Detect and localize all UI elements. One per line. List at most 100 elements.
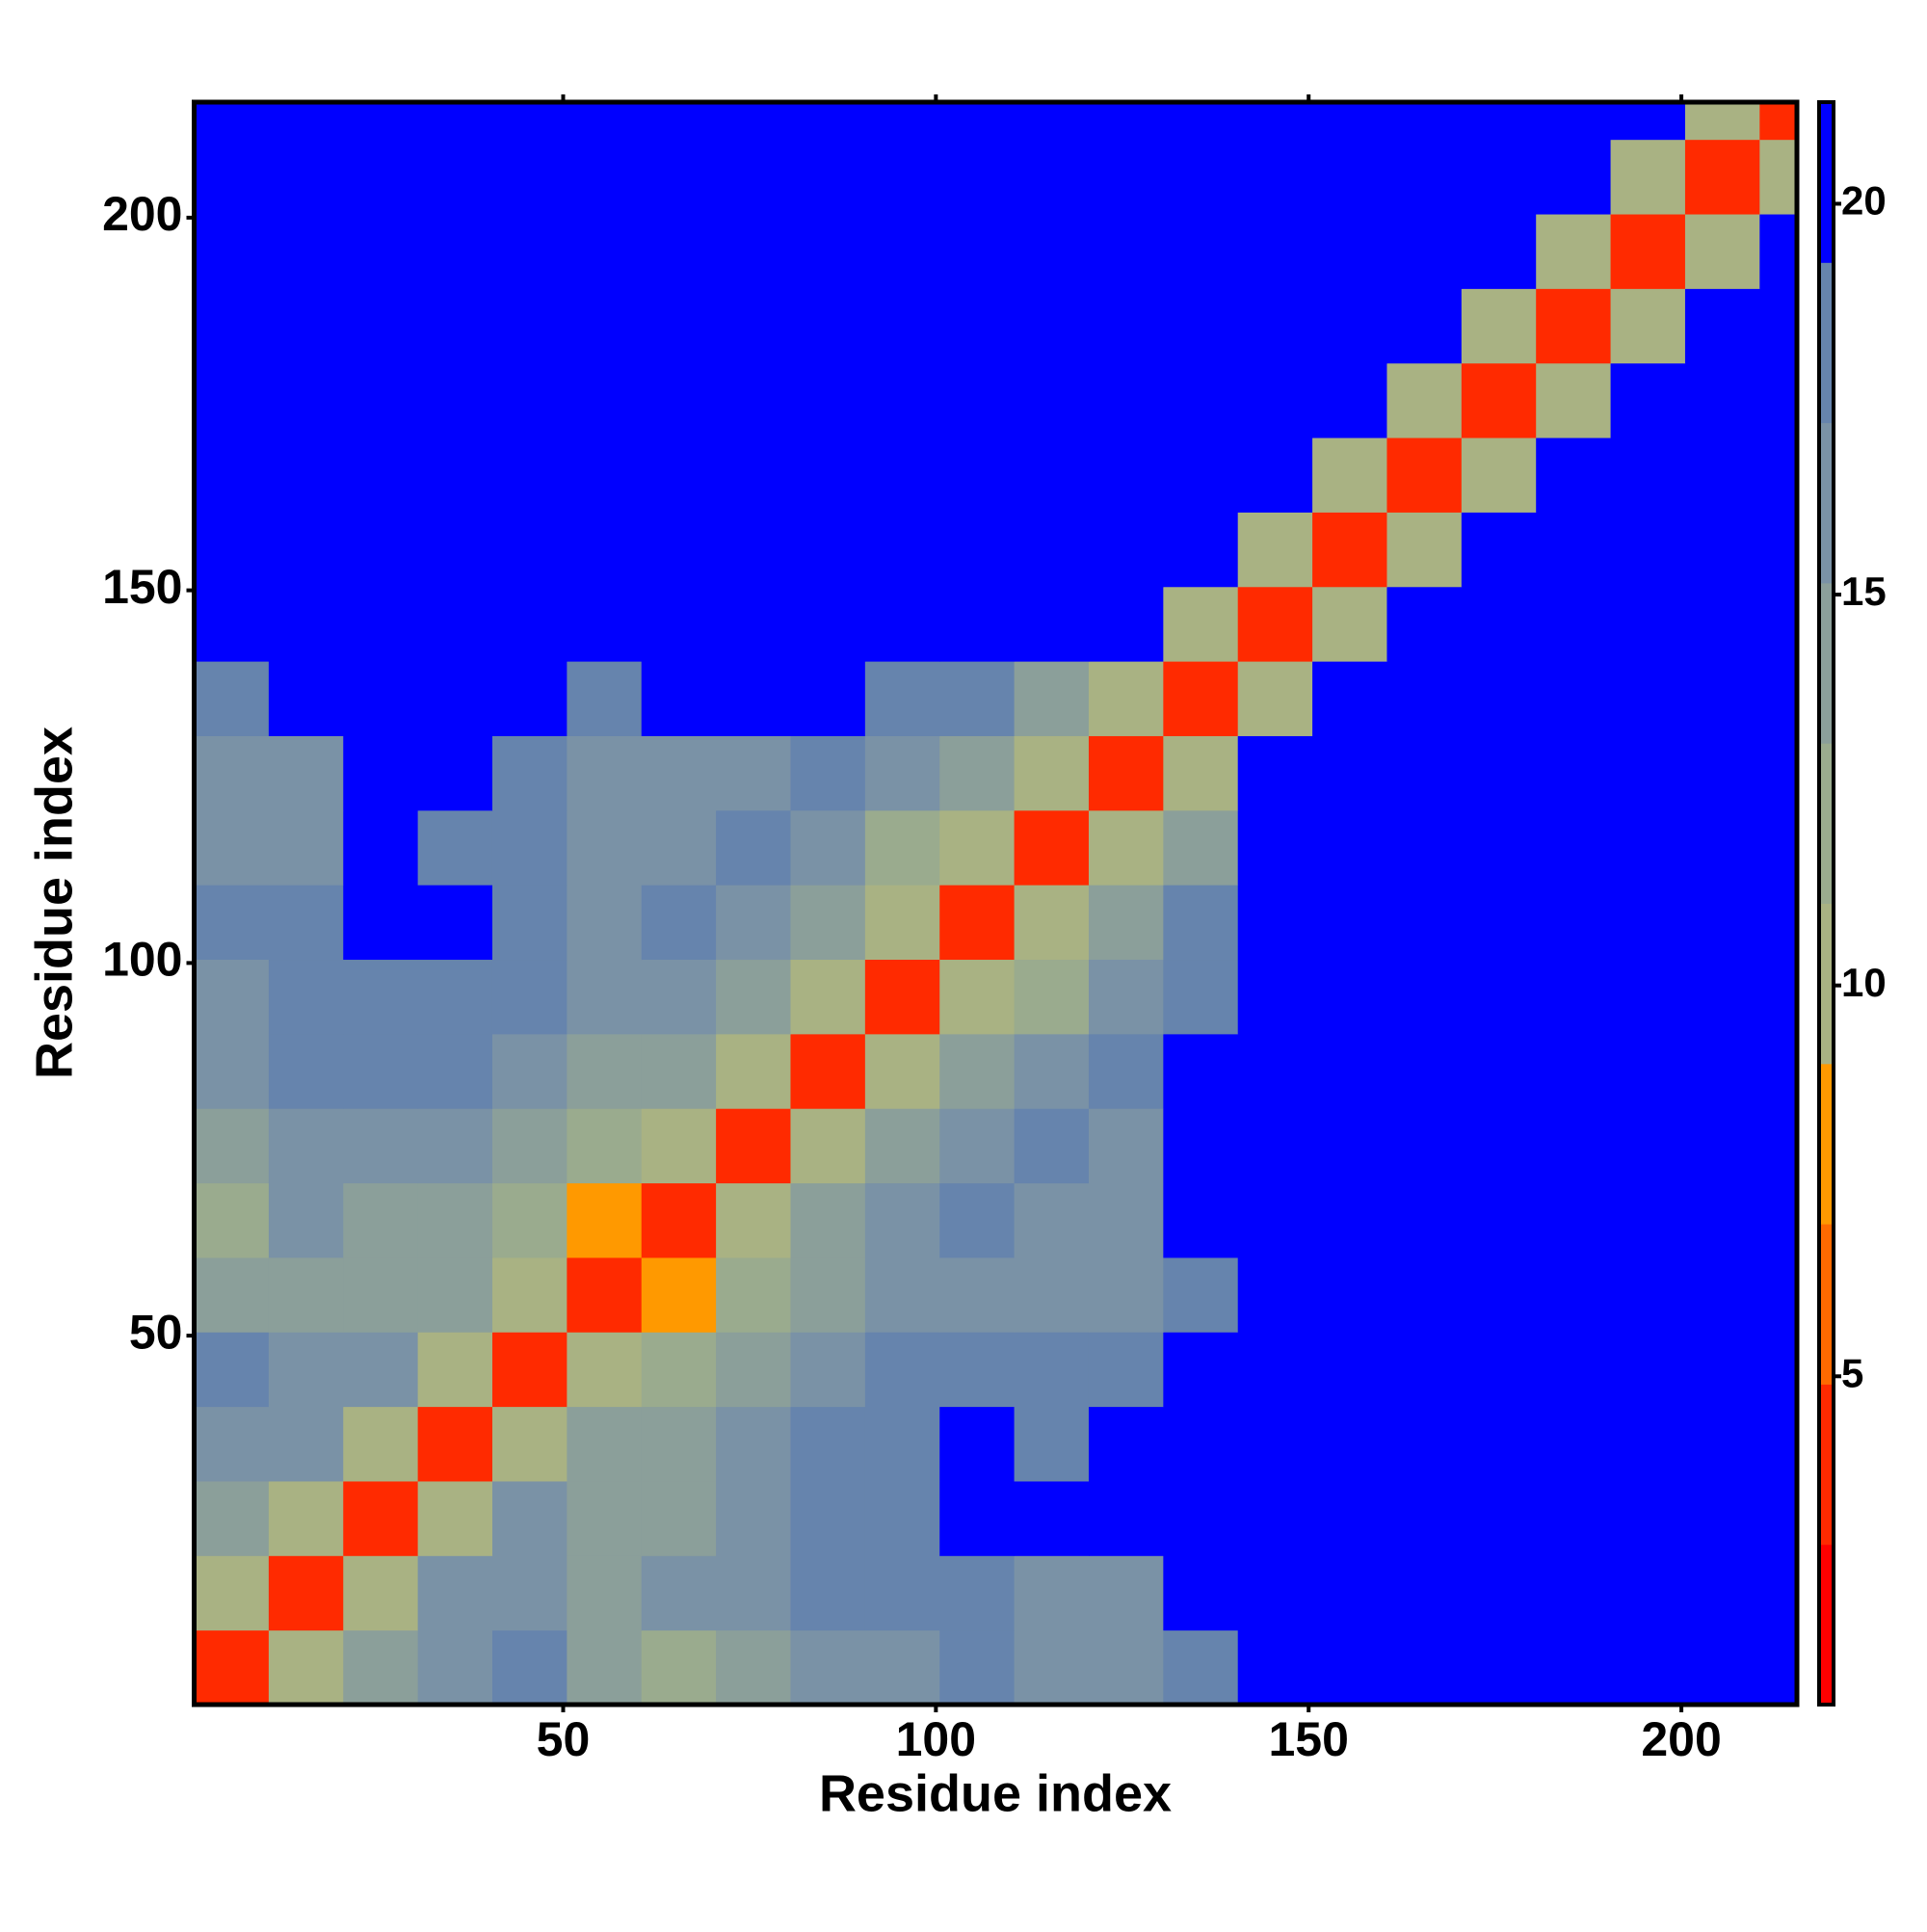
- heatmap-cell: [1684, 437, 1760, 513]
- heatmap-cell: [268, 809, 344, 886]
- heatmap-cell: [1759, 362, 1798, 438]
- heatmap-cell: [1312, 661, 1387, 736]
- heatmap-cell: [1684, 214, 1760, 289]
- heatmap-cell: [641, 512, 717, 588]
- heatmap-cell: [939, 362, 1016, 438]
- heatmap-cell: [1386, 1480, 1463, 1556]
- heatmap-cell: [1684, 362, 1760, 438]
- heatmap-cell: [864, 139, 940, 215]
- heatmap-cell: [1684, 1480, 1760, 1556]
- heatmap-cell: [790, 214, 866, 289]
- heatmap-cell: [1163, 1332, 1239, 1408]
- heatmap-cell: [1684, 512, 1760, 588]
- heatmap-cell: [1312, 1406, 1387, 1482]
- heatmap-cell: [790, 885, 866, 961]
- heatmap-cell: [1610, 102, 1686, 141]
- heatmap-cell: [1610, 735, 1686, 811]
- heatmap-cell: [939, 959, 1016, 1035]
- heatmap-cell: [343, 1108, 419, 1184]
- heatmap-cell: [716, 735, 791, 811]
- heatmap-cell: [1461, 661, 1537, 736]
- heatmap-cell: [1684, 661, 1760, 736]
- heatmap-cell: [1014, 1406, 1090, 1482]
- heatmap-cell: [1759, 586, 1798, 662]
- heatmap-cell: [1237, 1257, 1313, 1333]
- heatmap-cell: [417, 1406, 493, 1482]
- heatmap-cell: [1684, 885, 1760, 961]
- heatmap-cell: [343, 1480, 419, 1556]
- heatmap-cell: [1759, 512, 1798, 588]
- heatmap-cell: [1536, 288, 1612, 364]
- heatmap-cell: [1163, 288, 1239, 364]
- heatmap-cell: [716, 139, 791, 215]
- heatmap-cell: [343, 735, 419, 811]
- heatmap-cell: [790, 1406, 866, 1482]
- heatmap-cell: [790, 1629, 866, 1706]
- heatmap-cell: [1610, 1555, 1686, 1631]
- heatmap-cell: [1014, 885, 1090, 961]
- heatmap-cell: [1461, 1257, 1537, 1333]
- heatmap-cell: [939, 661, 1016, 736]
- heatmap-cell: [1386, 1257, 1463, 1333]
- heatmap-cell: [194, 1406, 270, 1482]
- heatmap-cell: [864, 437, 940, 513]
- heatmap-cell: [790, 102, 866, 141]
- heatmap-cell: [194, 1108, 270, 1184]
- heatmap-cell: [1610, 1406, 1686, 1482]
- heatmap-cell: [790, 362, 866, 438]
- heatmap-cell: [417, 959, 493, 1035]
- heatmap-cell: [567, 1182, 643, 1258]
- heatmap-cell: [641, 102, 717, 141]
- heatmap-cell: [1312, 1033, 1387, 1109]
- heatmap-cell: [1461, 362, 1537, 438]
- heatmap-cell: [1312, 809, 1387, 886]
- colorbar-segment: [1819, 743, 1834, 904]
- heatmap-cell: [268, 362, 344, 438]
- heatmap-cell: [1386, 1555, 1463, 1631]
- colorbar-tick-label: 10: [1841, 960, 1887, 1005]
- heatmap-cell: [194, 1555, 270, 1631]
- heatmap-cell: [1014, 1555, 1090, 1631]
- heatmap-cell: [1163, 139, 1239, 215]
- heatmap-cell: [1163, 1033, 1239, 1109]
- heatmap-cell: [641, 735, 717, 811]
- x-tick-label: 50: [537, 1712, 591, 1766]
- heatmap-cell: [716, 1257, 791, 1333]
- heatmap-cell: [1461, 512, 1537, 588]
- x-axis-title: Residue index: [819, 1764, 1172, 1822]
- heatmap-cell: [790, 661, 866, 736]
- heatmap-cell: [268, 1182, 344, 1258]
- heatmap-cell: [343, 586, 419, 662]
- heatmap-cell: [1312, 1555, 1387, 1631]
- heatmap-cell: [491, 512, 568, 588]
- heatmap-cell: [491, 1555, 568, 1631]
- heatmap-cell: [491, 885, 568, 961]
- heatmap-cell: [1386, 809, 1463, 886]
- y-tick-label: 200: [102, 187, 182, 241]
- heatmap-cell: [939, 1555, 1016, 1631]
- heatmap-cell: [343, 885, 419, 961]
- colorbar-segment: [1819, 582, 1834, 744]
- heatmap-cell: [1759, 1480, 1798, 1556]
- heatmap-cell: [567, 735, 643, 811]
- heatmap-cell: [1014, 661, 1090, 736]
- heatmap-cell: [716, 1406, 791, 1482]
- heatmap-cell: [1461, 288, 1537, 364]
- heatmap-cell: [1461, 139, 1537, 215]
- heatmap-cell: [641, 1257, 717, 1333]
- heatmap-cell: [716, 1332, 791, 1408]
- heatmap-cell: [1014, 1480, 1090, 1556]
- heatmap-cell: [641, 1480, 717, 1556]
- heatmap-cell: [1386, 1629, 1463, 1706]
- heatmap-cell: [491, 809, 568, 886]
- heatmap-cell: [1684, 1257, 1760, 1333]
- heatmap-cell: [716, 661, 791, 736]
- heatmap-cell: [1088, 1406, 1164, 1482]
- heatmap-cell: [1014, 1629, 1090, 1706]
- heatmap-cell: [1461, 735, 1537, 811]
- heatmap-cell: [1536, 1629, 1612, 1706]
- heatmap-cell: [1312, 102, 1387, 141]
- heatmap-cell: [716, 102, 791, 141]
- heatmap-cell: [1088, 661, 1164, 736]
- heatmap-cell: [1237, 1406, 1313, 1482]
